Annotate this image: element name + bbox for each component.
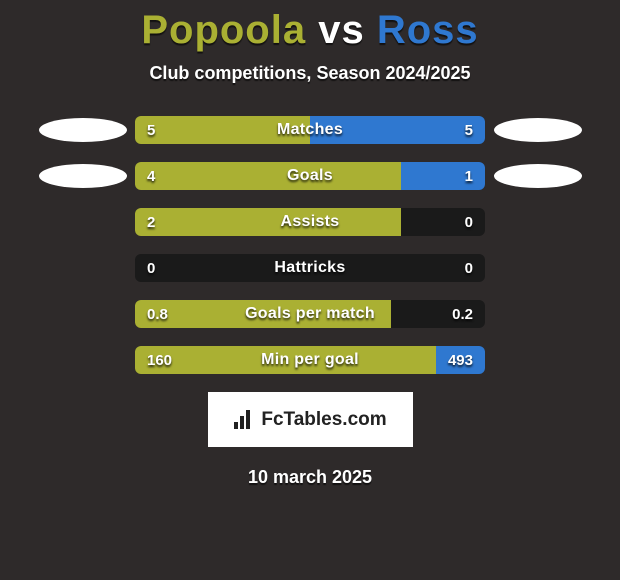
subtitle: Club competitions, Season 2024/2025 (0, 63, 620, 84)
player-b-name: Ross (377, 8, 479, 52)
stat-bar: Min per goal160 493 (135, 346, 485, 374)
comparison-title: Popoola vs Ross (0, 8, 620, 53)
player-a-name: Popoola (141, 8, 306, 52)
brand-name: FcTables.com (261, 409, 386, 431)
team-badge-right (485, 118, 590, 142)
comparison-chart: Matches55Goals41Assists20Hattricks00Goal… (10, 116, 610, 374)
bars-icon (233, 410, 255, 430)
vs-label: vs (318, 8, 365, 52)
stat-value-b: 5 (465, 116, 473, 144)
stat-row: Min per goal160 493 (10, 346, 610, 374)
stat-value-b: 493 (448, 346, 473, 374)
date-label: 10 march 2025 (0, 467, 620, 488)
team-logo-placeholder (494, 118, 582, 142)
stat-value-b: 0.2 (452, 300, 473, 328)
stat-value-a: 4 (147, 162, 155, 190)
stat-label: Goals (135, 162, 485, 190)
stat-bar: Assists2 0 (135, 208, 485, 236)
stat-row: Goals4 1 (10, 162, 610, 190)
stat-row: Goals per match0.8 0.2 (10, 300, 610, 328)
stat-value-a: 0 (147, 254, 155, 282)
team-badge-right (485, 164, 590, 188)
stat-label: Goals per match (135, 300, 485, 328)
stat-row: Matches5 5 (10, 116, 610, 144)
stat-value-b: 1 (465, 162, 473, 190)
stat-label: Min per goal (135, 346, 485, 374)
stat-value-a: 2 (147, 208, 155, 236)
team-logo-placeholder (39, 118, 127, 142)
stat-bar: Goals4 1 (135, 162, 485, 190)
stat-row: Assists2 0 (10, 208, 610, 236)
stat-label: Assists (135, 208, 485, 236)
stat-value-b: 0 (465, 208, 473, 236)
stat-label: Hattricks (135, 254, 485, 282)
brand-logo: FcTables.com (208, 392, 413, 447)
team-logo-placeholder (494, 164, 582, 188)
team-badge-left (30, 118, 135, 142)
stat-value-a: 160 (147, 346, 172, 374)
stat-bar: Goals per match0.8 0.2 (135, 300, 485, 328)
stat-bar: Hattricks0 0 (135, 254, 485, 282)
stat-value-a: 5 (147, 116, 155, 144)
team-logo-placeholder (39, 164, 127, 188)
stat-row: Hattricks0 0 (10, 254, 610, 282)
stat-bar: Matches5 5 (135, 116, 485, 144)
stat-label: Matches (135, 116, 485, 144)
stat-value-a: 0.8 (147, 300, 168, 328)
stat-value-b: 0 (465, 254, 473, 282)
team-badge-left (30, 164, 135, 188)
